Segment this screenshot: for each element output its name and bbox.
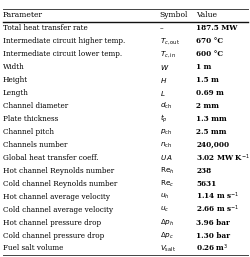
Text: 2 mm: 2 mm xyxy=(196,102,219,110)
Text: Length: Length xyxy=(3,89,29,97)
Text: Hot channel average velocity: Hot channel average velocity xyxy=(3,193,110,201)
Text: Height: Height xyxy=(3,76,28,84)
Text: 1.14 m s$^{-1}$: 1.14 m s$^{-1}$ xyxy=(196,191,240,202)
Text: 670 °C: 670 °C xyxy=(196,37,224,45)
Text: $L$: $L$ xyxy=(160,89,165,98)
Text: Cold channel average velocity: Cold channel average velocity xyxy=(3,206,113,214)
Text: 3.02 MW K$^{-1}$: 3.02 MW K$^{-1}$ xyxy=(196,152,250,163)
Text: 1.30 bar: 1.30 bar xyxy=(196,232,230,240)
Text: $U\,A$: $U\,A$ xyxy=(160,153,172,162)
Text: 240,000: 240,000 xyxy=(196,141,230,149)
Text: 600 °C: 600 °C xyxy=(196,50,224,58)
Text: Intermediate circuit higher temp.: Intermediate circuit higher temp. xyxy=(3,37,125,45)
Text: Value: Value xyxy=(196,12,217,20)
Text: $n_{\mathrm{ch}}$: $n_{\mathrm{ch}}$ xyxy=(160,140,172,150)
Text: 5631: 5631 xyxy=(196,180,216,188)
Text: $H$: $H$ xyxy=(160,76,167,85)
Text: Cold channel Reynolds number: Cold channel Reynolds number xyxy=(3,180,117,188)
Text: 238: 238 xyxy=(196,167,212,175)
Text: Intermediate circuit lower temp.: Intermediate circuit lower temp. xyxy=(3,50,122,58)
Text: 1.3 mm: 1.3 mm xyxy=(196,115,227,123)
Text: 3.96 bar: 3.96 bar xyxy=(196,219,230,227)
Text: $\Delta p_c$: $\Delta p_c$ xyxy=(160,231,174,241)
Text: $t_p$: $t_p$ xyxy=(160,113,167,125)
Text: $d_{\mathrm{ch}}$: $d_{\mathrm{ch}}$ xyxy=(160,101,172,111)
Text: $u_c$: $u_c$ xyxy=(160,205,169,214)
Text: Total heat transfer rate: Total heat transfer rate xyxy=(3,24,88,32)
Text: $\mathrm{Re}_h$: $\mathrm{Re}_h$ xyxy=(160,166,174,176)
Text: Cold channel pressure drop: Cold channel pressure drop xyxy=(3,232,104,240)
Text: $T_{c,\mathrm{out}}$: $T_{c,\mathrm{out}}$ xyxy=(160,36,180,46)
Text: 2.5 mm: 2.5 mm xyxy=(196,128,227,136)
Text: Plate thickness: Plate thickness xyxy=(3,115,58,123)
Text: $W$: $W$ xyxy=(160,63,169,72)
Text: 1.5 m: 1.5 m xyxy=(196,76,219,84)
Text: $\Delta p_h$: $\Delta p_h$ xyxy=(160,217,174,228)
Text: 2.66 m s$^{-1}$: 2.66 m s$^{-1}$ xyxy=(196,204,240,215)
Text: $u_h$: $u_h$ xyxy=(160,192,169,201)
Text: $p_{\mathrm{ch}}$: $p_{\mathrm{ch}}$ xyxy=(160,127,172,136)
Text: Channels number: Channels number xyxy=(3,141,68,149)
Text: $T_{c,\mathrm{in}}$: $T_{c,\mathrm{in}}$ xyxy=(160,49,176,59)
Text: 1 m: 1 m xyxy=(196,63,212,71)
Text: 0.69 m: 0.69 m xyxy=(196,89,224,97)
Text: Width: Width xyxy=(3,63,25,71)
Text: 0.26 m$^3$: 0.26 m$^3$ xyxy=(196,243,229,254)
Text: –: – xyxy=(160,24,163,32)
Text: Symbol: Symbol xyxy=(160,12,188,20)
Text: $V_{\mathrm{salt}}$: $V_{\mathrm{salt}}$ xyxy=(160,243,176,254)
Text: Fuel salt volume: Fuel salt volume xyxy=(3,244,64,252)
Text: Hot channel Reynolds number: Hot channel Reynolds number xyxy=(3,167,114,175)
Text: Parameter: Parameter xyxy=(3,12,43,20)
Text: Channel diameter: Channel diameter xyxy=(3,102,68,110)
Text: Hot channel pressure drop: Hot channel pressure drop xyxy=(3,219,101,227)
Text: Channel pitch: Channel pitch xyxy=(3,128,54,136)
Text: 187.5 MW: 187.5 MW xyxy=(196,24,237,32)
Text: Global heat transfer coeff.: Global heat transfer coeff. xyxy=(3,154,98,162)
Text: $\mathrm{Re}_c$: $\mathrm{Re}_c$ xyxy=(160,179,174,189)
